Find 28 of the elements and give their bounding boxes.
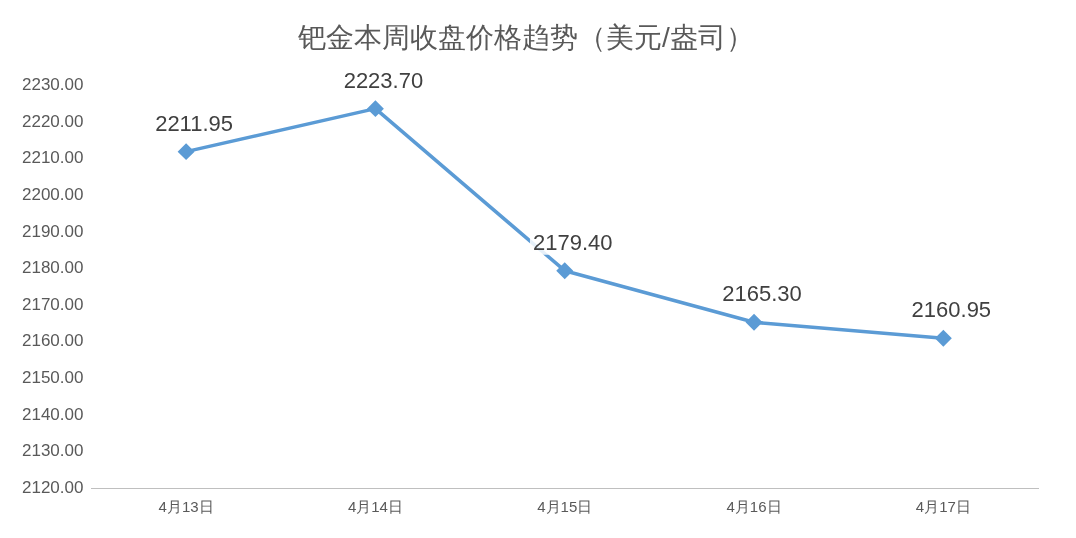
y-tick-label: 2180.00	[22, 258, 84, 278]
x-tick-label: 4月13日	[158, 498, 214, 516]
point	[367, 100, 384, 117]
chart-title: 钯金本周收盘价格趋势（美元/盎司）	[297, 21, 754, 53]
y-tick-label: 2210.00	[22, 148, 84, 168]
point	[178, 143, 194, 160]
x-tick-label: 4月15日	[537, 498, 593, 516]
y-tick-label: 2120.00	[22, 477, 84, 497]
text: 2211.95	[155, 110, 234, 136]
x-tick-label: 4月17日	[915, 498, 971, 516]
y-tick-label: 2230.00	[22, 75, 84, 95]
point	[556, 262, 573, 279]
y-tick-label: 2170.00	[22, 294, 84, 314]
y-tick-label: 2130.00	[22, 441, 84, 461]
text: 2179.40	[532, 229, 613, 255]
x-tick-label: 4月16日	[726, 498, 782, 516]
y-tick-label: 2150.00	[22, 367, 84, 387]
text: 2165.30	[722, 281, 802, 307]
y-tick-label: 2160.00	[22, 331, 84, 351]
x-tick-label: 4月14日	[347, 498, 403, 516]
y-tick-label: 2190.00	[22, 221, 84, 241]
point	[746, 314, 762, 331]
point	[935, 330, 952, 346]
y-tick-label: 2220.00	[22, 111, 84, 131]
y-tick-label: 2200.00	[22, 185, 84, 205]
text: 2223.70	[343, 67, 424, 93]
y-tick-label: 2140.00	[22, 404, 84, 424]
text: 2160.95	[911, 297, 992, 323]
